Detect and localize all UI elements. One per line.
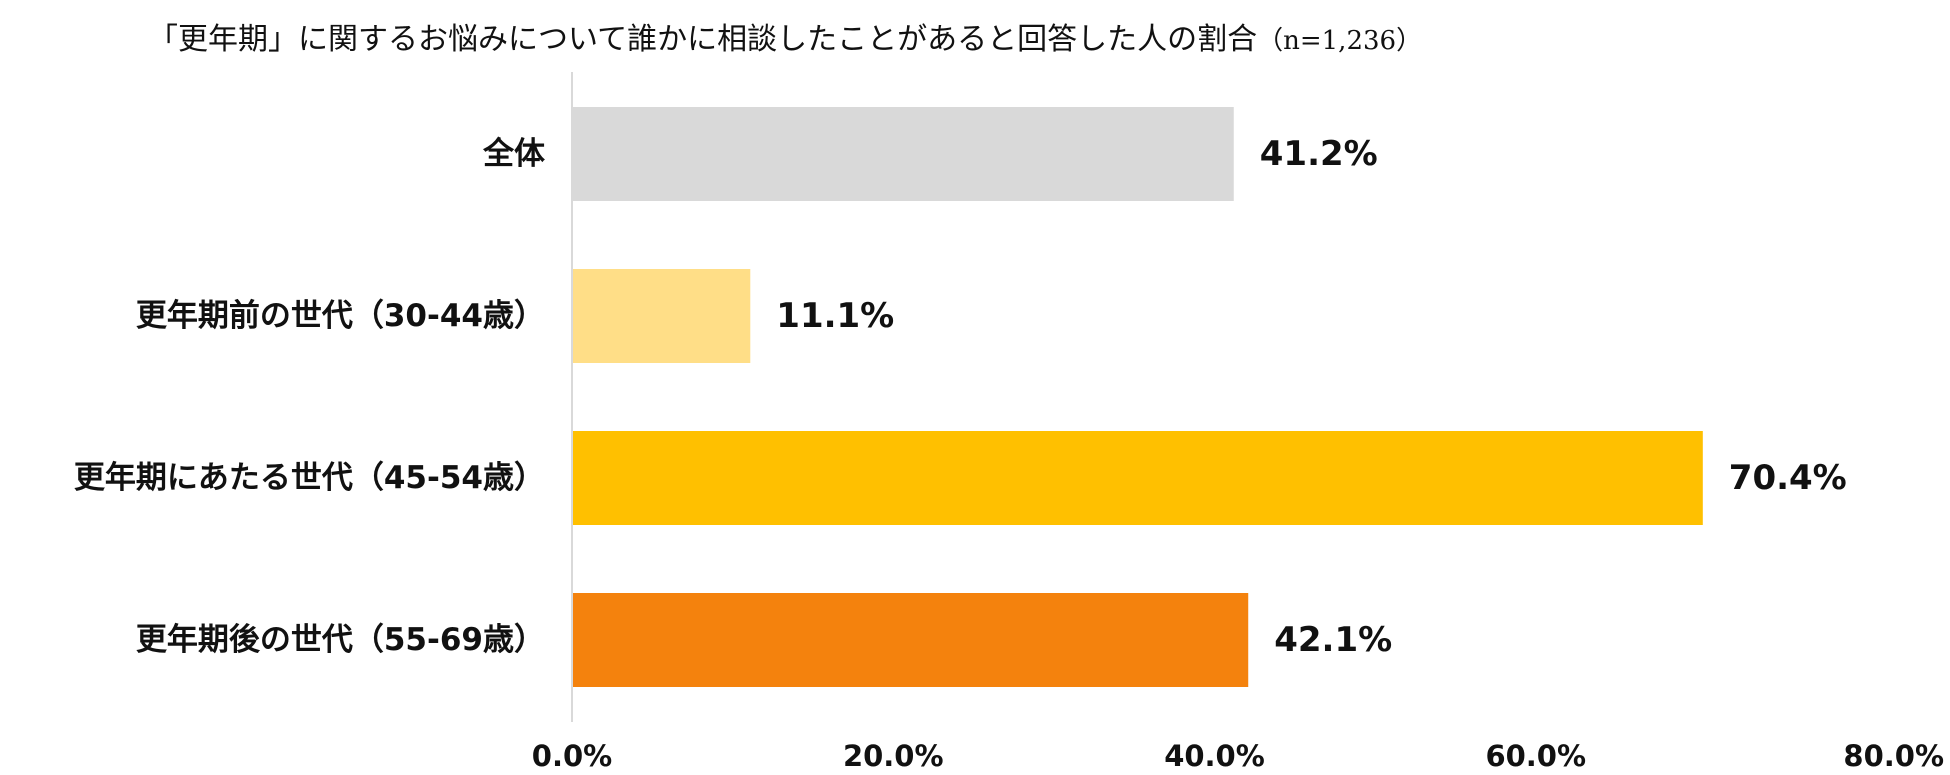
x-tick-label-0: 0.0% bbox=[532, 739, 612, 773]
bar-2 bbox=[572, 431, 1703, 525]
value-label-0: 41.2% bbox=[1260, 134, 1378, 174]
value-label-2: 70.4% bbox=[1729, 458, 1847, 498]
x-tick-label-4: 80.0% bbox=[1843, 739, 1944, 773]
category-label-2: 更年期にあたる世代（45-54歳） bbox=[74, 460, 545, 496]
sample-size-label: （n=1,236） bbox=[1257, 26, 1423, 56]
category-label-0: 全体 bbox=[482, 136, 545, 172]
bar-3 bbox=[572, 593, 1249, 687]
x-tick-label-1: 20.0% bbox=[843, 739, 944, 773]
category-label-3: 更年期後の世代（55-69歳） bbox=[136, 622, 545, 658]
value-label-3: 42.1% bbox=[1274, 620, 1392, 660]
x-axis-ticks: 0.0% 20.0% 40.0% 60.0% 80.0% bbox=[532, 739, 1944, 773]
chart-title: 「更年期」に関するお悩みについて誰かに相談したことがあると回答した人の割合（n=… bbox=[148, 14, 1422, 58]
x-tick-label-3: 60.0% bbox=[1485, 739, 1586, 773]
bars-layer bbox=[572, 107, 1703, 687]
value-labels: 41.2% 11.1% 70.4% 42.1% bbox=[776, 134, 1846, 660]
chart-title-text: 「更年期」に関するお悩みについて誰かに相談したことがあると回答した人の割合 bbox=[148, 22, 1258, 57]
value-label-1: 11.1% bbox=[776, 296, 894, 336]
x-tick-label-2: 40.0% bbox=[1164, 739, 1265, 773]
category-label-1: 更年期前の世代（30-44歳） bbox=[136, 298, 545, 334]
bar-1 bbox=[572, 269, 751, 363]
bar-0 bbox=[572, 107, 1234, 201]
